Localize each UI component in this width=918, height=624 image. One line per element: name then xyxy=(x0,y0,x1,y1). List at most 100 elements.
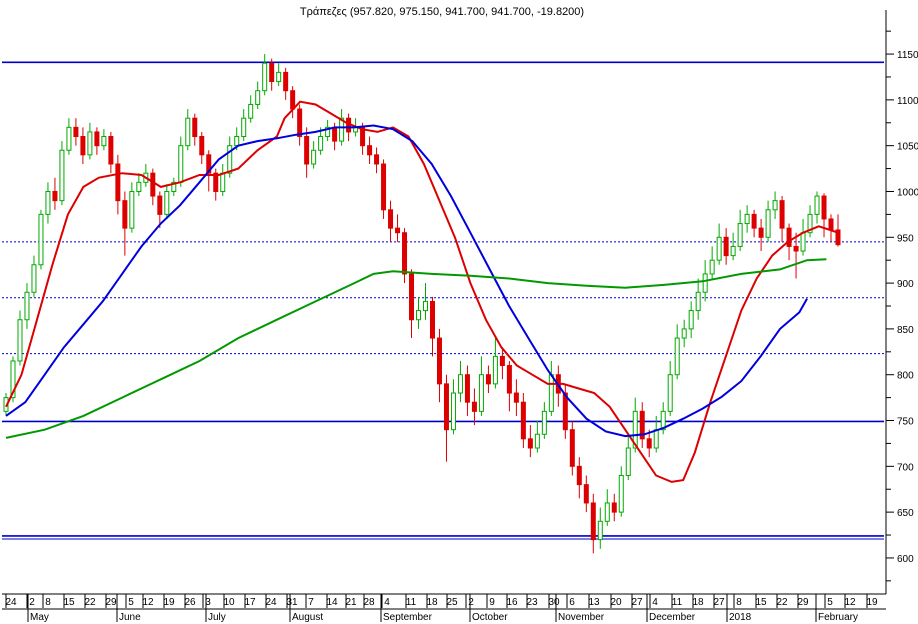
candle-body-74 xyxy=(520,401,526,440)
candle-body-37 xyxy=(262,62,268,92)
x-day-label: 25 xyxy=(446,597,458,608)
candle-body-35 xyxy=(248,103,254,119)
candle-body-54 xyxy=(381,163,387,211)
candle-body-61 xyxy=(429,300,435,339)
candle-body-90 xyxy=(632,410,638,449)
y-tick-label: 650 xyxy=(897,508,914,519)
candle-body-69 xyxy=(485,374,491,385)
series-line-0 xyxy=(5,100,839,483)
y-tick-label: 800 xyxy=(897,371,914,382)
candle-body-24 xyxy=(171,181,177,192)
candle-body-4 xyxy=(31,264,37,293)
candle-body-17 xyxy=(122,200,128,229)
candle-body-21 xyxy=(150,172,156,197)
candle-body-8 xyxy=(59,149,65,202)
x-day-label: 14 xyxy=(326,597,338,608)
x-day-label: 21 xyxy=(345,597,357,608)
x-day-label: 11 xyxy=(672,597,683,608)
candle-body-114 xyxy=(800,232,806,252)
candle-body-63 xyxy=(443,383,449,431)
x-day-label: 10 xyxy=(223,597,235,608)
x-month-label: December xyxy=(649,612,696,623)
candle-body-109 xyxy=(765,209,771,238)
y-tick-label: 600 xyxy=(897,554,914,565)
x-day-label: 13 xyxy=(588,597,600,608)
candle-body-5 xyxy=(38,213,44,266)
candle-body-75 xyxy=(527,438,533,449)
candle-body-83 xyxy=(583,484,589,504)
candle-body-77 xyxy=(541,410,547,435)
candle-body-71 xyxy=(499,355,505,367)
candle-body-102 xyxy=(716,236,722,261)
candle-body-73 xyxy=(513,392,519,403)
series-line-2 xyxy=(5,258,827,439)
x-month-label: 2018 xyxy=(729,612,752,623)
x-day-label: 7 xyxy=(308,597,314,608)
candle-body-30 xyxy=(213,172,219,192)
candle-body-60 xyxy=(422,300,428,312)
x-day-label: 19 xyxy=(163,597,175,608)
x-day-label: 26 xyxy=(184,597,196,608)
candle-body-100 xyxy=(702,273,708,293)
candle-body-119 xyxy=(835,229,841,246)
candle-body-40 xyxy=(283,71,289,92)
x-day-label: 17 xyxy=(244,597,256,608)
candle-body-44 xyxy=(311,149,317,165)
candle-body-6 xyxy=(45,190,51,215)
x-day-label: 22 xyxy=(776,597,788,608)
candle-body-25 xyxy=(178,145,184,183)
moving-averages xyxy=(5,100,839,483)
x-month-label: June xyxy=(119,612,141,623)
x-day-label: 29 xyxy=(797,597,809,608)
candle-body-113 xyxy=(793,245,799,252)
candle-body-23 xyxy=(164,190,170,215)
x-axis: 24 2 8 15 22 29 5 12 19 26 3 10 17 24 31 7 14 21 28 4 11 18 25… xyxy=(2,593,886,623)
y-tick-label: 850 xyxy=(897,325,914,336)
candle-body-7 xyxy=(52,190,58,202)
y-tick-label: 1100 xyxy=(897,96,918,107)
x-month-label: February xyxy=(818,612,858,623)
candle-body-106 xyxy=(744,213,750,225)
candle-body-115 xyxy=(807,213,813,234)
candle-body-94 xyxy=(660,410,666,431)
candle-body-67 xyxy=(471,401,477,412)
candle-body-57 xyxy=(402,232,408,275)
x-day-label: 15 xyxy=(63,597,75,608)
candle-body-14 xyxy=(101,136,107,147)
candle-body-42 xyxy=(297,108,303,138)
candle-body-10 xyxy=(73,126,79,138)
candle-body-91 xyxy=(639,410,645,440)
candle-body-47 xyxy=(332,126,338,142)
candle-body-1 xyxy=(10,360,16,399)
x-day-label: 16 xyxy=(506,597,518,608)
candle-body-48 xyxy=(339,117,345,142)
candle-body-62 xyxy=(436,337,442,385)
candle-body-33 xyxy=(234,136,240,147)
candle-body-45 xyxy=(318,136,324,151)
y-tick-label: 700 xyxy=(897,462,914,473)
x-day-label: 2 xyxy=(29,597,35,608)
x-day-label: 3 xyxy=(205,597,211,608)
x-month-label: August xyxy=(292,612,323,623)
candle-body-18 xyxy=(129,190,135,229)
candle-body-118 xyxy=(828,218,834,231)
candlesticks xyxy=(3,54,841,554)
candle-body-66 xyxy=(464,374,470,403)
candle-body-31 xyxy=(220,172,226,192)
candle-body-116 xyxy=(814,195,820,215)
x-day-label: 23 xyxy=(526,597,538,608)
x-day-label: 22 xyxy=(84,597,96,608)
x-day-label: 31 xyxy=(286,597,298,608)
candle-body-13 xyxy=(94,131,100,147)
candle-body-12 xyxy=(87,131,93,156)
candle-body-27 xyxy=(192,117,198,138)
candle-body-110 xyxy=(772,200,778,211)
x-day-label: 12 xyxy=(142,597,154,608)
x-month-label: October xyxy=(472,612,508,623)
y-tick-label: 1150 xyxy=(897,50,918,61)
x-day-label: 24 xyxy=(265,597,277,608)
candle-body-81 xyxy=(569,429,575,467)
x-month-label: September xyxy=(383,612,433,623)
candle-body-93 xyxy=(653,429,659,449)
